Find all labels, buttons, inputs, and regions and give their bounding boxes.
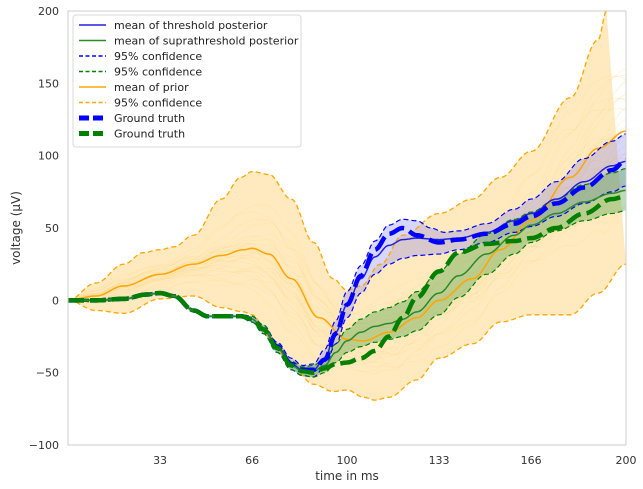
axes-frame [67,10,627,446]
legend-label: mean of suprathreshold posterior [114,35,299,48]
x-tick-label: 100 [337,454,358,467]
legend: mean of threshold posterior mean of supra… [72,14,302,148]
x-tick-label: 200 [616,454,637,467]
series-mean-of-prior [68,130,626,342]
legend-label: 95% confidence [114,50,202,63]
series-suprathreshold-95-upper [68,168,626,368]
series-prior-95-lower [68,263,626,401]
x-tick-label: 66 [245,454,259,467]
legend-entry: mean of threshold posterior [79,19,268,32]
legend-entry: 95% confidence [79,97,202,110]
series-prior-95-upper [68,11,607,301]
legend-entry: mean of suprathreshold posterior [79,35,299,48]
legend-label: mean of threshold posterior [114,19,268,32]
series-ground-truth-suprathreshold [68,193,626,375]
y-tick-label: −50 [36,367,59,380]
legend-label: mean of prior [114,81,189,94]
legend-label: 95% confidence [114,66,202,79]
legend-entry: Ground truth [79,128,185,141]
x-tick-label: 33 [153,454,167,467]
y-tick-label: 50 [45,222,59,235]
suprathreshold-confidence-band [68,168,626,378]
axes: 33 66 100 133 166 200 −100 −50 0 50 100 150 200 [29,5,637,467]
legend-label: 95% confidence [114,97,202,110]
y-tick-label: 100 [38,150,59,163]
y-tick-label: 0 [52,294,59,307]
legend-entry: Ground truth [79,112,185,125]
y-axis-label: voltage (μV) [9,191,23,265]
legend-label: Ground truth [114,112,185,125]
legend-entry: mean of prior [79,81,189,94]
series-suprathreshold-95-lower [68,210,626,378]
x-tick-label: 166 [521,454,542,467]
x-tick-label: 133 [429,454,450,467]
legend-entry: 95% confidence [79,66,202,79]
y-tick-label: 150 [38,77,59,90]
legend-box [72,14,302,148]
y-tick-label: 200 [38,5,59,18]
x-axis-label: time in ms [315,469,379,483]
legend-label: Ground truth [114,128,185,141]
y-tick-label: −100 [29,439,59,452]
series-lines [68,11,626,401]
legend-entry: 95% confidence [79,50,202,63]
prior-confidence-band [68,11,626,401]
